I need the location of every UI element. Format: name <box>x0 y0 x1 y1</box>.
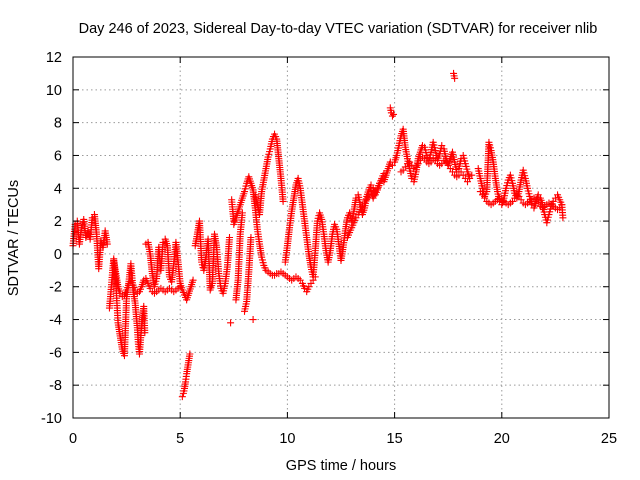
y-axis-label: SDTVAR / TECUs <box>6 180 22 296</box>
y-tick-label: 6 <box>54 148 62 164</box>
x-tick-label: 10 <box>279 431 295 447</box>
data-point <box>178 393 186 401</box>
data-point <box>141 329 149 337</box>
x-axis-label: GPS time / hours <box>286 458 396 474</box>
y-tick-label: 2 <box>54 214 62 230</box>
data-point <box>388 112 396 120</box>
data-point <box>468 171 476 179</box>
data-point <box>176 283 184 291</box>
data-point <box>226 234 234 241</box>
data-point <box>463 178 471 186</box>
data-point <box>451 74 459 82</box>
data-point <box>103 240 111 248</box>
data-point <box>189 276 197 284</box>
x-tick-label: 5 <box>176 431 184 447</box>
y-tick-label: 0 <box>54 247 62 263</box>
data-point <box>390 110 398 118</box>
data-point <box>249 316 257 324</box>
y-tick-label: 12 <box>46 50 62 66</box>
data-point <box>279 197 287 205</box>
axis-ticks <box>72 56 610 419</box>
x-tick-label: 20 <box>494 431 510 447</box>
x-tick-label: 25 <box>601 431 617 447</box>
data-point <box>227 319 235 327</box>
data-point <box>247 234 255 241</box>
data-point <box>380 170 388 178</box>
grid-lines <box>73 57 609 418</box>
y-tick-label: -6 <box>49 345 62 361</box>
y-tick-label: 8 <box>54 116 62 132</box>
y-tick-label: -2 <box>49 280 62 296</box>
x-tick-label: 0 <box>69 431 77 447</box>
y-tick-label: -4 <box>49 313 62 329</box>
chart-title: Day 246 of 2023, Sidereal Day-to-day VTE… <box>79 21 598 37</box>
data-point <box>559 214 567 222</box>
data-points <box>69 69 567 401</box>
data-point <box>558 201 566 209</box>
y-tick-label: 4 <box>54 181 62 197</box>
y-tick-label: -8 <box>49 378 62 394</box>
y-tick-label: -10 <box>41 411 62 427</box>
y-tick-label: 10 <box>46 83 62 99</box>
x-tick-labels: 0 5 10 15 20 25 <box>69 431 617 447</box>
y-tick-labels: -10 -8 -6 -4 -2 0 2 4 6 8 10 12 <box>41 50 62 427</box>
plot-frame <box>72 56 610 419</box>
data-point <box>186 350 194 358</box>
x-tick-label: 15 <box>387 431 403 447</box>
